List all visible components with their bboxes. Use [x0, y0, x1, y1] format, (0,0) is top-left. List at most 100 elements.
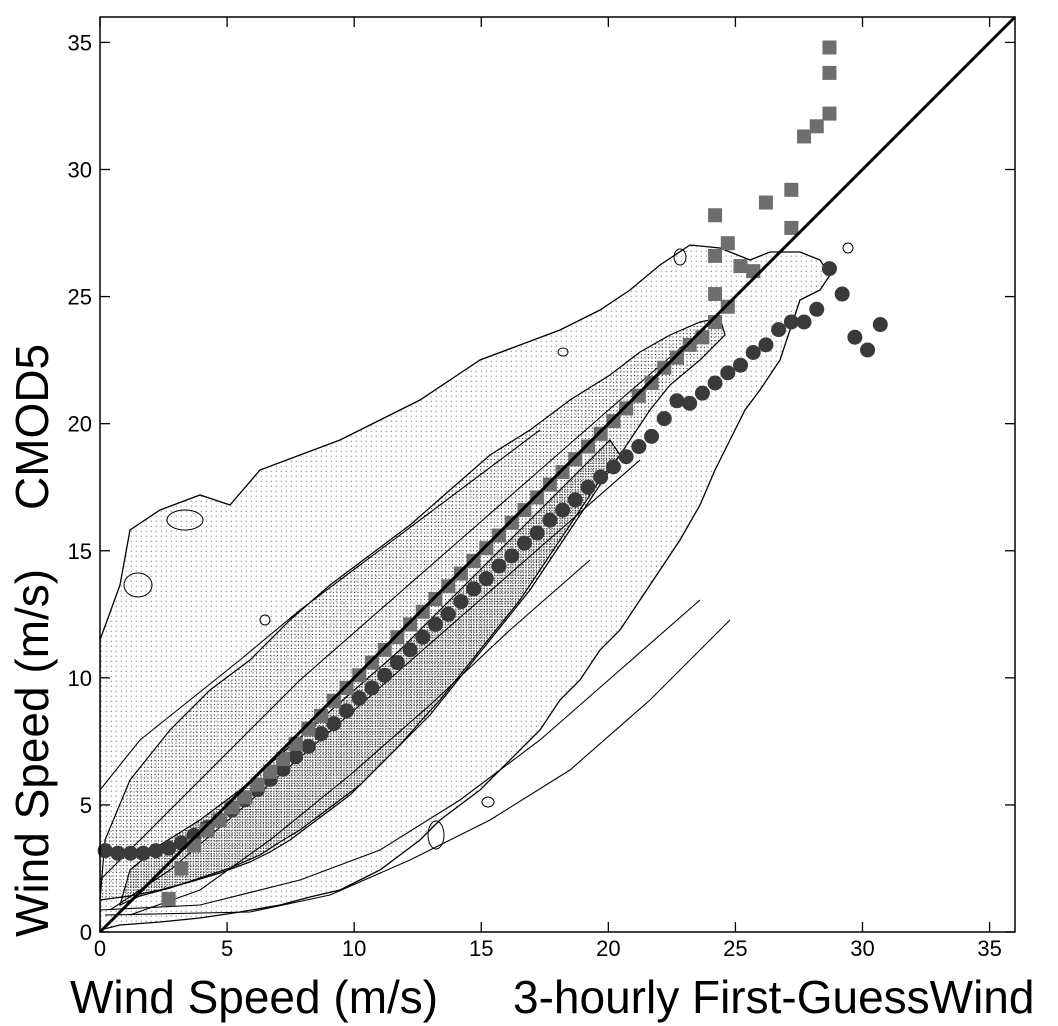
- circle-point-39: [593, 469, 609, 485]
- square-point-9: [276, 752, 290, 767]
- contour-island: [557, 347, 569, 357]
- circle-point-60: [860, 342, 876, 358]
- circle-point-17: [313, 726, 329, 742]
- square-point-42: [695, 330, 710, 345]
- circle-point-31: [491, 558, 507, 574]
- contour-island: [481, 796, 495, 808]
- circle-point-0: [97, 843, 113, 859]
- circle-point-45: [669, 393, 685, 409]
- x-tick-label: 15: [469, 936, 493, 961]
- x-tick-label: 25: [723, 936, 747, 961]
- square-point-50: [746, 264, 761, 279]
- axis-ticks: [99, 17, 1015, 933]
- circle-point-38: [580, 479, 596, 495]
- contour-island: [259, 614, 271, 626]
- square-point-1: [174, 861, 189, 876]
- square-point-54: [797, 129, 812, 144]
- y-tick-label: 10: [68, 666, 92, 691]
- square-point-52: [784, 220, 799, 235]
- square-point-48: [720, 236, 735, 251]
- circle-point-59: [847, 329, 863, 345]
- circle-point-2: [123, 845, 138, 861]
- circle-point-24: [402, 642, 418, 658]
- y-tick-label: 35: [68, 30, 92, 55]
- contour-lines: [100, 339, 731, 916]
- contour-line: [100, 429, 541, 791]
- x-tick-label: 30: [850, 936, 874, 961]
- square-point-49: [733, 259, 748, 274]
- circle-point-15: [288, 749, 304, 765]
- square-point-10: [288, 736, 303, 751]
- square-point-53: [784, 182, 799, 197]
- square-point-36: [619, 401, 634, 416]
- circle-point-47: [694, 385, 710, 401]
- circle-point-42: [631, 439, 647, 455]
- x-tick-label: 0: [94, 936, 106, 961]
- circle-point-4: [148, 843, 164, 859]
- y-tick-label: 30: [68, 158, 92, 183]
- contour-island: [166, 509, 204, 531]
- square-point-41: [682, 337, 697, 352]
- square-point-35: [606, 414, 621, 429]
- square-point-21: [428, 592, 443, 607]
- circle-point-32: [504, 548, 520, 564]
- contour-line: [100, 339, 691, 881]
- circle-point-20: [351, 690, 367, 706]
- y-tick-label: 5: [80, 793, 92, 818]
- square-point-34: [593, 426, 608, 441]
- square-point-57: [822, 65, 837, 80]
- square-point-16: [364, 655, 379, 670]
- circle-point-61: [872, 317, 888, 333]
- square-point-22: [441, 579, 456, 594]
- square-point-33: [581, 439, 595, 454]
- x-tick-label: 10: [342, 936, 366, 961]
- square-point-26: [492, 528, 507, 543]
- x-tick-label: 5: [221, 936, 233, 961]
- circle-point-29: [466, 581, 482, 597]
- square-point-32: [568, 452, 583, 467]
- square-point-30: [542, 477, 557, 492]
- data-marks: [97, 40, 888, 906]
- circle-point-41: [618, 449, 634, 465]
- contour-islands: [123, 242, 854, 850]
- circle-point-55: [796, 314, 812, 330]
- circle-point-19: [339, 703, 355, 719]
- square-point-28: [517, 503, 532, 518]
- circle-point-44: [656, 411, 672, 427]
- circle-point-5: [161, 840, 177, 856]
- circle-point-35: [542, 512, 558, 528]
- circle-point-22: [377, 667, 393, 683]
- square-point-2: [187, 838, 202, 853]
- square-point-58: [822, 40, 837, 55]
- circle-point-26: [428, 616, 443, 632]
- y-axis-title-bottom: Wind Speed (m/s): [6, 569, 58, 937]
- square-point-19: [403, 617, 418, 632]
- square-point-37: [631, 388, 646, 403]
- square-point-24: [466, 553, 481, 568]
- square-point-8: [263, 764, 278, 779]
- x-tick-label: 35: [977, 936, 1001, 961]
- circle-point-37: [567, 492, 583, 508]
- x-tick-label: 20: [596, 936, 620, 961]
- circle-point-50: [733, 357, 748, 373]
- circle-point-16: [300, 738, 316, 754]
- square-point-45: [708, 287, 723, 302]
- circle-point-40: [605, 459, 621, 475]
- circle-point-52: [758, 337, 774, 353]
- one-to-one-line: [98, 15, 1017, 934]
- contour-island: [842, 242, 854, 254]
- square-point-20: [415, 604, 430, 619]
- circle-point-56: [809, 301, 825, 317]
- circle-point-6: [173, 835, 189, 851]
- square-point-4: [212, 813, 227, 828]
- circle-point-18: [326, 716, 342, 732]
- square-point-14: [339, 681, 354, 695]
- circle-point-54: [783, 314, 799, 330]
- contour-line: [100, 599, 701, 911]
- circle-point-21: [364, 680, 380, 696]
- square-point-44: [720, 299, 735, 314]
- contour-island: [427, 820, 445, 850]
- square-point-0: [161, 891, 176, 906]
- circle-point-58: [834, 286, 850, 302]
- square-point-29: [530, 490, 545, 505]
